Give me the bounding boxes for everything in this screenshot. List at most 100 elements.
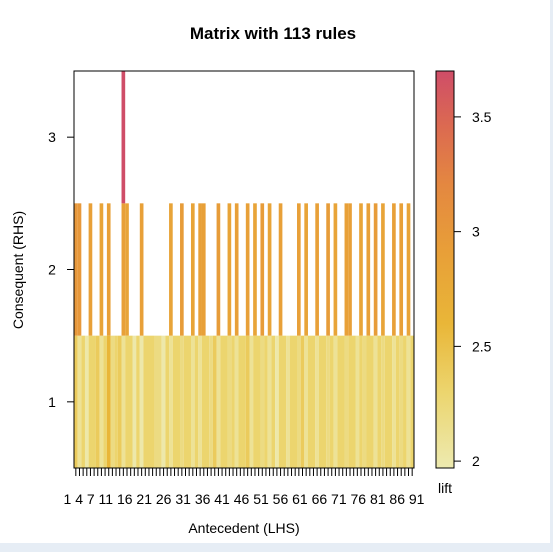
cell-rhs2: [125, 203, 129, 336]
cell-rhs2: [216, 203, 221, 336]
cell-rhs1: [381, 335, 385, 468]
cell-rhs1: [198, 335, 202, 468]
cell-rhs1: [74, 335, 78, 468]
cell-rhs1: [245, 335, 250, 468]
cell-rhs2: [373, 203, 378, 336]
cell-rhs2: [169, 203, 173, 336]
y-axis-label: Consequent (RHS): [10, 211, 26, 329]
cell-rhs2: [121, 203, 126, 336]
cell-rhs1: [329, 335, 334, 468]
cell-rhs2: [99, 203, 104, 336]
cell-rhs1: [326, 335, 330, 468]
cell-rhs1: [132, 335, 137, 468]
cell-rhs1: [227, 335, 232, 468]
cell-rhs2: [399, 203, 404, 336]
cell-rhs1: [169, 335, 173, 468]
cell-rhs1: [286, 335, 290, 468]
cell-rhs2: [366, 203, 371, 336]
colorbar-tick-label: 2.5: [472, 338, 492, 354]
cell-rhs1: [337, 335, 345, 468]
colorbar: [435, 70, 455, 469]
window-frame-bottom: [0, 543, 553, 552]
y-tick-label: 1: [48, 394, 56, 410]
cell-rhs1: [403, 335, 407, 468]
cell-rhs1: [143, 335, 155, 468]
y-axis: 1 2 3: [48, 129, 74, 410]
cell-rhs2: [88, 203, 93, 336]
cell-rhs1: [344, 335, 349, 468]
cell-rhs1: [88, 335, 96, 468]
cell-rhs2: [344, 203, 349, 336]
cell-rhs1: [95, 335, 100, 468]
cell-rhs2: [267, 203, 272, 336]
cell-rhs1: [333, 335, 338, 468]
cell-rhs2: [245, 203, 250, 336]
cell-rhs1: [139, 335, 144, 468]
cell-rhs2: [234, 203, 239, 336]
cell-rhs1: [194, 335, 199, 468]
cell-rhs1: [366, 335, 374, 468]
x-axis-ticks: [75, 468, 413, 476]
cell-rhs2: [139, 203, 144, 336]
cell-rhs1: [220, 335, 228, 468]
cell-rhs1: [106, 335, 111, 468]
cell-rhs1: [81, 335, 85, 468]
cell-rhs2: [190, 203, 195, 336]
cell-rhs1: [77, 335, 82, 468]
cell-rhs1: [234, 335, 239, 468]
cell-rhs1: [304, 335, 308, 468]
cell-rhs2: [77, 203, 82, 336]
cell-rhs2: [253, 203, 257, 336]
cell-rhs1: [253, 335, 261, 468]
cell-rhs2: [381, 203, 385, 336]
cell-rhs2: [326, 203, 330, 336]
cell-rhs2: [106, 203, 111, 336]
cell-rhs1: [103, 335, 107, 468]
cell-rhs2: [315, 203, 319, 336]
cell-rhs2: [348, 203, 352, 336]
cell-rhs1: [315, 335, 319, 468]
window-frame-right: [550, 0, 553, 552]
cell-rhs2: [198, 203, 202, 336]
cell-rhs1: [377, 335, 382, 468]
cell-rhs2: [392, 203, 396, 336]
x-axis-label: Antecedent (LHS): [188, 520, 299, 536]
cell-rhs2: [180, 203, 184, 336]
colorbar-tick-label: 3.5: [472, 109, 492, 125]
cell-rhs1: [183, 335, 191, 468]
cell-rhs2: [406, 203, 411, 336]
cell-rhs1: [154, 335, 162, 468]
cell-rhs2: [201, 203, 206, 336]
y-tick-label: 2: [48, 262, 56, 278]
cell-rhs1: [216, 335, 221, 468]
cell-rhs1: [307, 335, 316, 468]
cell-rhs1: [201, 335, 210, 468]
cell-rhs1: [136, 335, 140, 468]
colorbar-ticks: 2 2.5 3 3.5: [454, 109, 492, 469]
cell-rhs1: [355, 335, 360, 468]
cell-rhs2: [333, 203, 338, 336]
cell-rhs1: [410, 335, 414, 468]
cell-rhs1: [190, 335, 195, 468]
cell-rhs1: [275, 335, 279, 468]
cell-rhs1: [395, 335, 400, 468]
cell-rhs1: [121, 335, 126, 468]
y-tick-label: 3: [48, 129, 56, 145]
cell-rhs2: [359, 203, 363, 336]
cell-rhs3: [121, 71, 126, 204]
cell-rhs1: [110, 335, 115, 468]
cell-rhs1: [392, 335, 396, 468]
cell-rhs1: [297, 335, 301, 468]
cell-rhs1: [212, 335, 217, 468]
cell-rhs2: [304, 203, 308, 336]
cell-rhs1: [373, 335, 378, 468]
colorbar-tick-label: 2: [472, 453, 480, 469]
cell-rhs1: [264, 335, 268, 468]
cell-rhs2: [297, 203, 301, 336]
cell-rhs1: [271, 335, 276, 468]
cell-rhs1: [289, 335, 298, 468]
cell-rhs2: [74, 203, 78, 336]
cell-rhs1: [384, 335, 393, 468]
cell-rhs1: [125, 335, 133, 468]
cell-rhs1: [161, 335, 166, 468]
